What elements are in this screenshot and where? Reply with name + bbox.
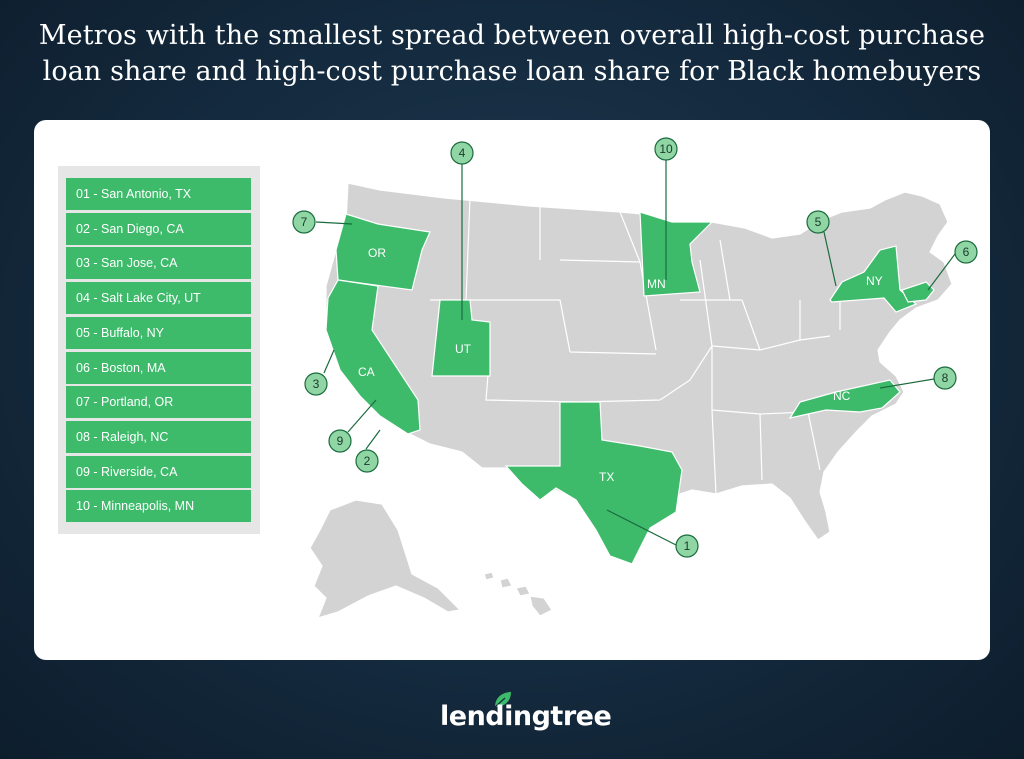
state-massachusetts bbox=[901, 281, 935, 303]
svg-text:5: 5 bbox=[815, 215, 822, 229]
marker-3: 3 bbox=[304, 372, 328, 396]
state-north-carolina bbox=[788, 379, 901, 419]
legend-item-6: 06 - Boston, MA bbox=[66, 352, 251, 384]
svg-text:8: 8 bbox=[942, 371, 949, 385]
legend-item-1: 01 - San Antonio, TX bbox=[66, 178, 251, 210]
state-label-ny: NY bbox=[866, 274, 883, 288]
svg-text:6: 6 bbox=[963, 245, 970, 259]
title-line-1: Metros with the smallest spread between … bbox=[38, 20, 986, 51]
legend-item-7: 07 - Portland, OR bbox=[66, 386, 251, 418]
marker-2: 2 bbox=[355, 449, 379, 473]
title-line-2: loan share and high-cost purchase loan s… bbox=[42, 56, 982, 87]
marker-5: 5 bbox=[806, 210, 830, 234]
state-label-or: OR bbox=[368, 246, 386, 260]
state-label-ca: CA bbox=[358, 365, 375, 379]
base-states bbox=[309, 182, 953, 619]
state-minnesota bbox=[639, 211, 714, 297]
state-label-ut: UT bbox=[455, 342, 472, 356]
marker-6: 6 bbox=[954, 240, 978, 264]
state-label-tx: TX bbox=[599, 470, 614, 484]
state-texas bbox=[504, 401, 683, 565]
svg-text:10: 10 bbox=[659, 142, 673, 156]
contiguous-us-shape bbox=[325, 182, 953, 565]
state-labels: OR CA UT TX MN NY NC bbox=[358, 246, 883, 484]
svg-text:7: 7 bbox=[301, 215, 308, 229]
svg-text:2: 2 bbox=[364, 454, 371, 468]
lendingtree-logo: lendingtree bbox=[412, 692, 612, 737]
legend-item-3: 03 - San Jose, CA bbox=[66, 247, 251, 279]
page-title: Metros with the smallest spread between … bbox=[20, 18, 1004, 90]
legend-item-5: 05 - Buffalo, NY bbox=[66, 317, 251, 349]
state-label-nc: NC bbox=[833, 389, 851, 403]
state-california bbox=[325, 279, 421, 435]
svg-text:1: 1 bbox=[684, 539, 691, 553]
legend-item-2: 02 - San Diego, CA bbox=[66, 213, 251, 245]
state-new-york bbox=[829, 245, 918, 313]
highlighted-states bbox=[325, 211, 935, 565]
state-label-mn: MN bbox=[647, 277, 666, 291]
legend-item-9: 09 - Riverside, CA bbox=[66, 456, 251, 488]
marker-4: 4 bbox=[450, 141, 474, 165]
metro-legend: 01 - San Antonio, TX 02 - San Diego, CA … bbox=[58, 166, 260, 534]
marker-10: 10 bbox=[654, 137, 678, 161]
leader-lines bbox=[315, 160, 956, 546]
markers: 1 2 3 4 5 6 7 8 bbox=[292, 137, 978, 558]
hawaii-shape bbox=[483, 571, 553, 617]
leaf-icon bbox=[494, 692, 511, 708]
legend-item-10: 10 - Minneapolis, MN bbox=[66, 490, 251, 522]
state-oregon bbox=[335, 213, 431, 291]
svg-text:4: 4 bbox=[459, 146, 466, 160]
state-utah bbox=[431, 299, 491, 377]
marker-9: 9 bbox=[328, 429, 352, 453]
brand-name: lendingtree bbox=[440, 701, 612, 732]
state-grid-lines bbox=[430, 197, 841, 495]
legend-item-8: 08 - Raleigh, NC bbox=[66, 421, 251, 453]
marker-1: 1 bbox=[675, 534, 699, 558]
marker-8: 8 bbox=[933, 366, 957, 390]
alaska-shape bbox=[309, 499, 462, 619]
svg-text:9: 9 bbox=[337, 434, 344, 448]
svg-text:3: 3 bbox=[313, 377, 320, 391]
marker-7: 7 bbox=[292, 210, 316, 234]
legend-item-4: 04 - Salt Lake City, UT bbox=[66, 282, 251, 314]
